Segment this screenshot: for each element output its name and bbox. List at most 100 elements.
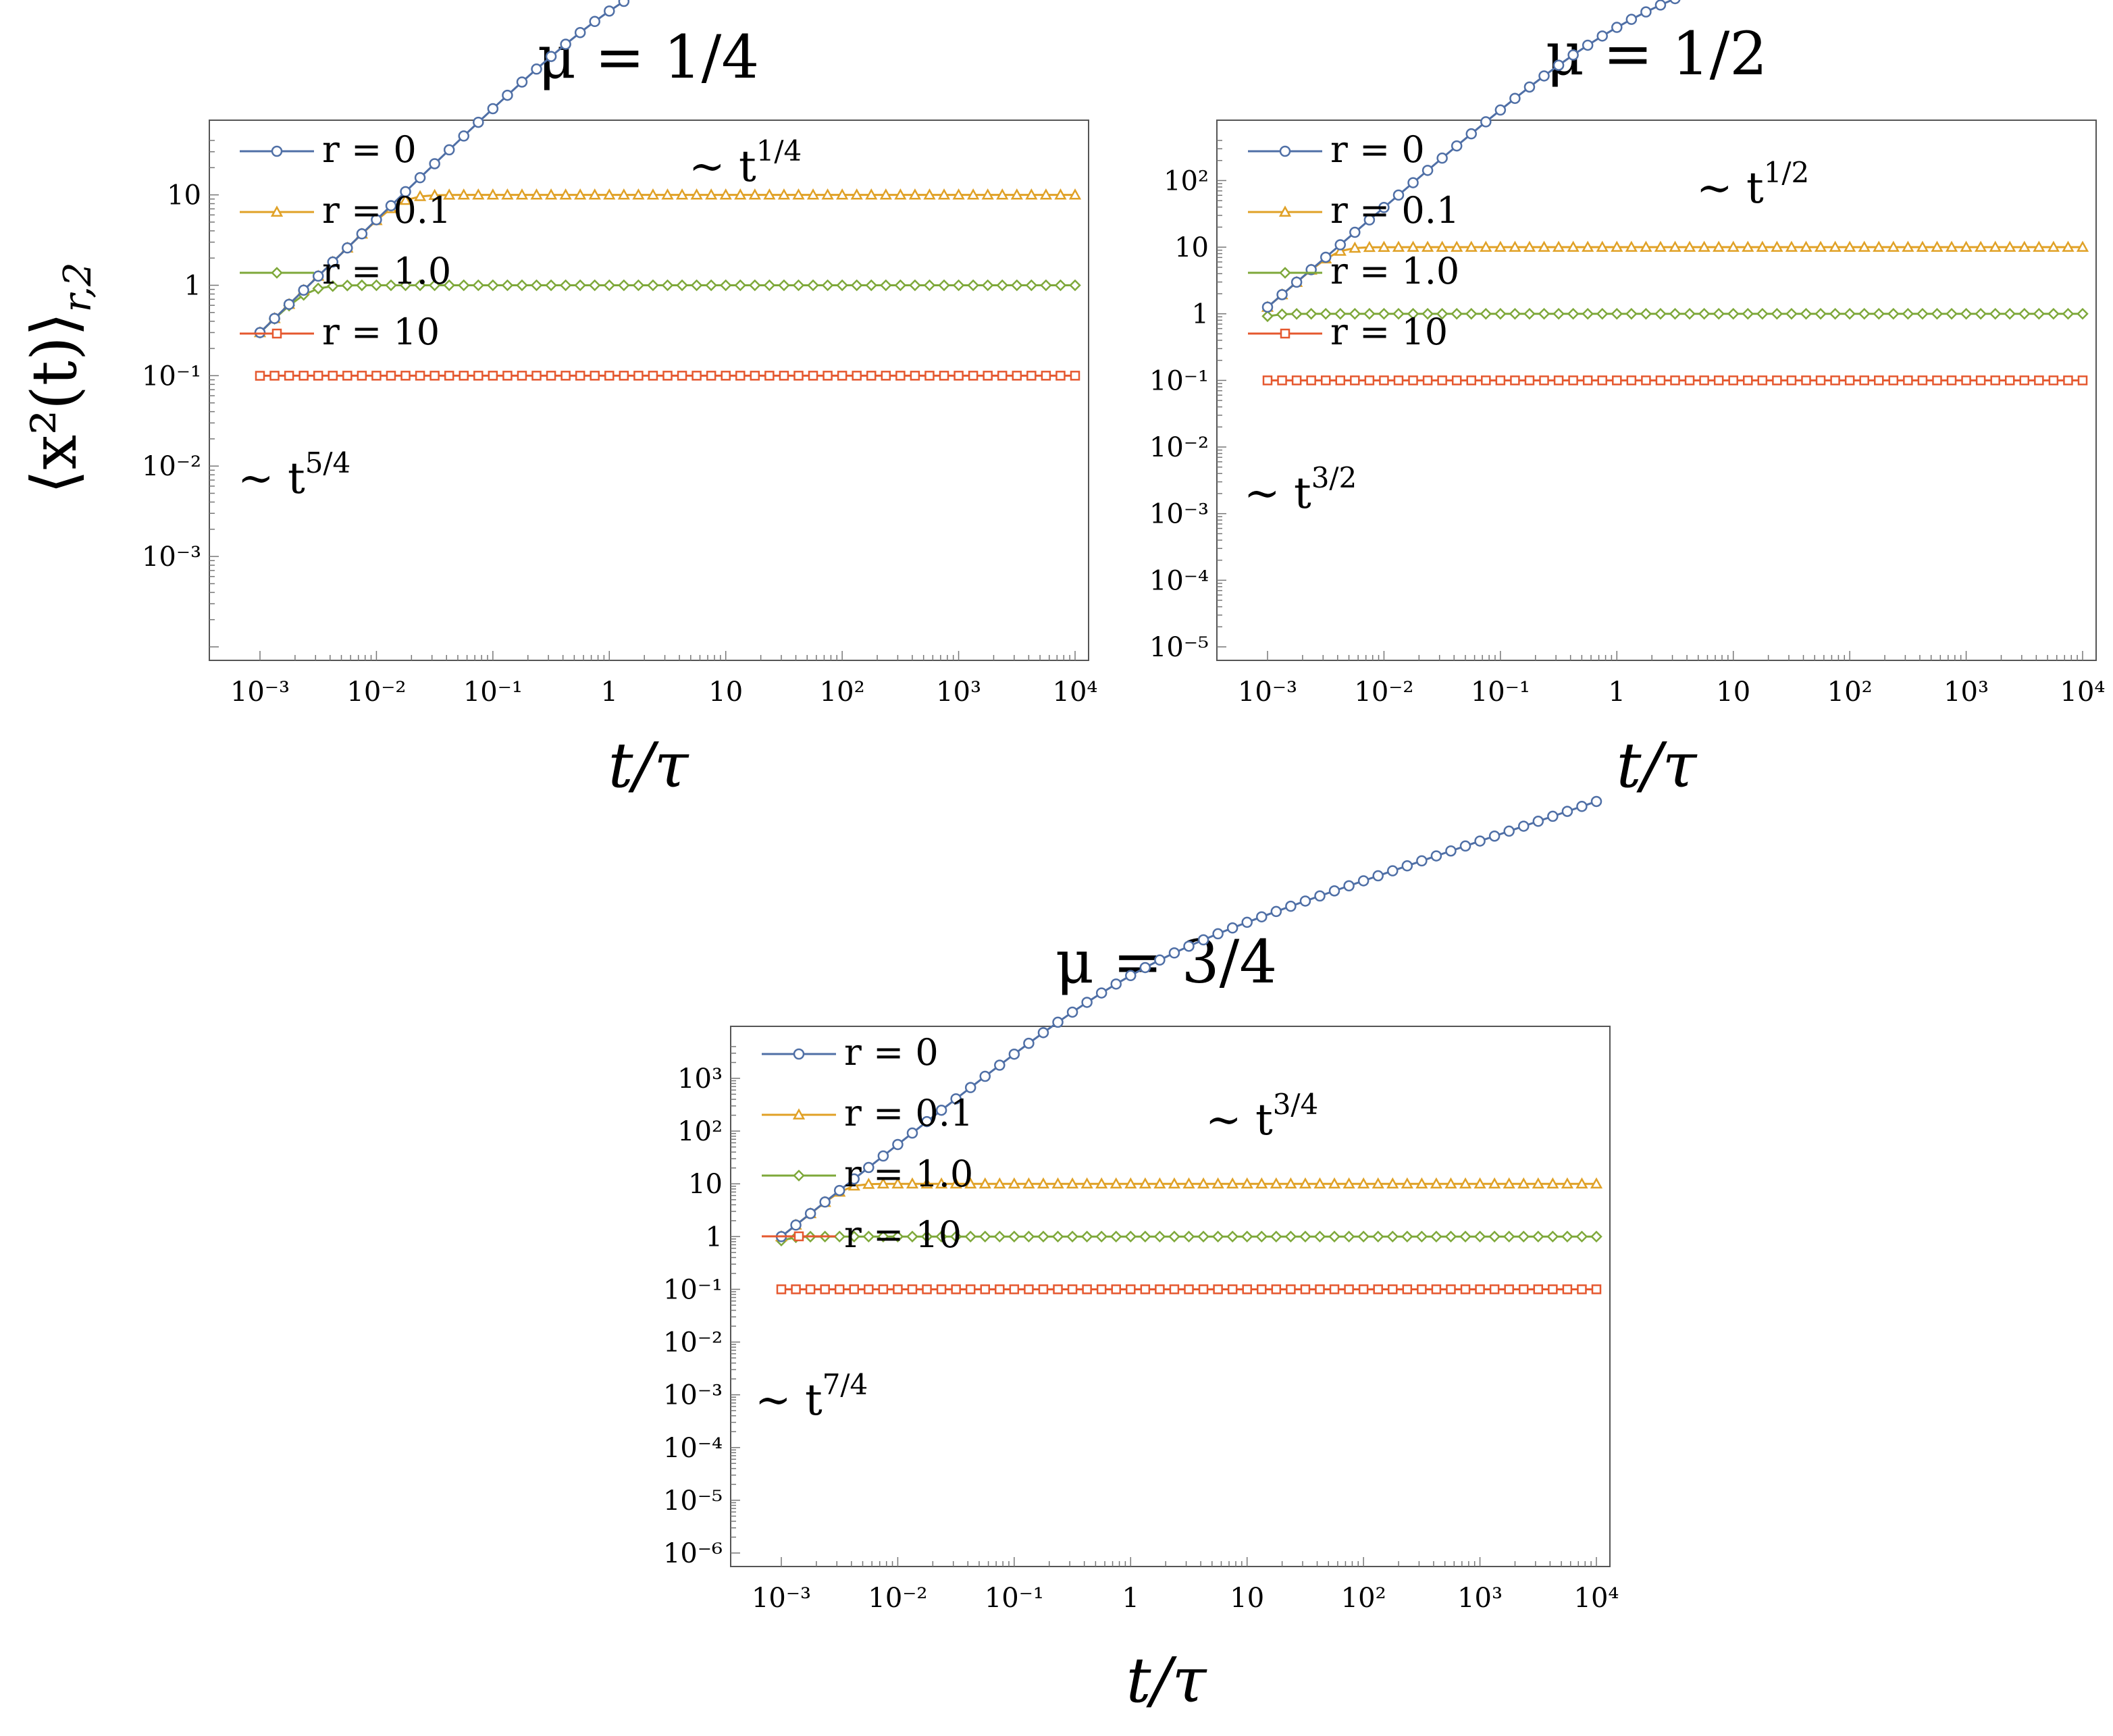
data-point — [1669, 307, 1681, 320]
data-point — [1503, 825, 1515, 837]
data-point — [881, 371, 891, 381]
data-point — [1844, 307, 1856, 320]
data-point — [1276, 308, 1288, 321]
data-point — [1392, 307, 1405, 320]
data-point — [1713, 375, 1724, 386]
data-point — [837, 371, 847, 381]
data-point — [924, 371, 935, 381]
data-point — [1785, 307, 1798, 320]
data-point — [1255, 1177, 1268, 1189]
data-point — [1357, 875, 1369, 887]
data-point — [2018, 240, 2031, 252]
series-r-0 — [1261, 0, 1681, 313]
data-point — [604, 371, 615, 381]
data-point — [1401, 860, 1413, 872]
data-point — [531, 63, 542, 75]
y-tick-label: 10 — [1174, 232, 1209, 263]
y-tick-label: 10² — [1164, 165, 1209, 196]
data-point — [1509, 307, 1521, 320]
y-tick-label: 10² — [677, 1116, 723, 1147]
data-point — [1436, 240, 1449, 252]
data-point — [1465, 240, 1478, 252]
data-point — [1742, 307, 1754, 320]
data-point — [1465, 307, 1478, 320]
data-point — [1552, 240, 1565, 252]
x-tick-label: 10⁻² — [868, 1583, 927, 1614]
data-point — [400, 186, 411, 198]
data-point — [749, 279, 761, 292]
data-point — [1421, 165, 1434, 176]
x-tick-label: 10³ — [1944, 677, 1989, 708]
data-point — [954, 371, 964, 381]
data-point — [632, 188, 645, 200]
data-point — [1669, 0, 1681, 5]
data-point — [1582, 240, 1594, 252]
data-point — [1155, 1284, 1165, 1294]
data-point — [979, 1177, 991, 1189]
data-point — [1184, 1284, 1194, 1294]
x-tick-label: 10⁻² — [346, 677, 406, 708]
annotation-short-time: ∼ t5/4 — [238, 446, 350, 504]
plot-frame — [209, 120, 1089, 661]
y-tick-label: 10⁻² — [663, 1327, 723, 1359]
data-point — [1960, 307, 1973, 320]
data-point — [862, 1230, 875, 1243]
data-point — [808, 371, 818, 381]
series-r-1-0 — [775, 1230, 1602, 1247]
data-point — [1713, 240, 1725, 252]
data-point — [1241, 916, 1253, 928]
data-point — [793, 371, 804, 381]
data-point — [705, 279, 717, 292]
data-point — [1903, 375, 1913, 386]
data-point — [1012, 371, 1022, 381]
data-point — [847, 1179, 860, 1191]
data-point — [1124, 1177, 1137, 1189]
data-point — [1567, 240, 1580, 252]
data-point — [1421, 240, 1434, 252]
data-point — [1446, 1284, 1456, 1294]
data-point — [1517, 1230, 1530, 1243]
data-point — [559, 188, 572, 200]
y-tick-label: 10⁻³ — [1149, 499, 1209, 530]
y-tick-label: 10 — [688, 1169, 723, 1200]
data-point — [1466, 375, 1476, 386]
data-point — [1386, 1177, 1399, 1189]
data-point — [1125, 970, 1137, 982]
series-r-10 — [255, 371, 1080, 381]
data-point — [1022, 1230, 1035, 1243]
legend-label: r = 0 — [322, 128, 417, 171]
data-point — [1153, 1230, 1166, 1243]
data-point — [1055, 371, 1066, 381]
data-point — [1699, 375, 1709, 386]
data-point — [939, 371, 949, 381]
data-point — [891, 1177, 904, 1189]
data-point — [1945, 240, 1958, 252]
data-point — [921, 1115, 933, 1128]
panel-mu-3-4: μ = 3/4 10⁻⁶10⁻⁵10⁻⁴10⁻³10⁻²10⁻¹11010²10… — [663, 795, 1619, 1716]
data-point — [501, 188, 514, 200]
data-point — [850, 188, 863, 200]
data-point — [1539, 375, 1549, 386]
data-point — [1261, 301, 1274, 313]
y-tick-label: 10⁻⁴ — [663, 1433, 723, 1464]
data-point — [1495, 375, 1506, 386]
data-point — [632, 279, 645, 292]
data-point — [399, 193, 412, 205]
data-point — [429, 371, 440, 381]
data-point — [763, 279, 776, 292]
data-point — [1771, 240, 1783, 252]
data-point — [1430, 850, 1442, 862]
data-point — [1459, 840, 1471, 852]
data-point — [996, 279, 1008, 292]
data-point — [821, 188, 834, 200]
y-axis-tick-labels: 10⁻⁶ 10⁻⁵ 10⁻⁴ 10⁻³ 10⁻² 10⁻¹ 1 10 10² 10³ — [663, 1063, 723, 1569]
data-point — [806, 188, 820, 200]
data-point — [1451, 307, 1463, 320]
data-point — [2047, 240, 2060, 252]
data-point — [1037, 1027, 1049, 1038]
data-point — [1829, 307, 1842, 320]
data-point — [1684, 307, 1696, 320]
data-point — [1829, 240, 1842, 252]
x-axis-label: t/τ — [1126, 1644, 1208, 1716]
